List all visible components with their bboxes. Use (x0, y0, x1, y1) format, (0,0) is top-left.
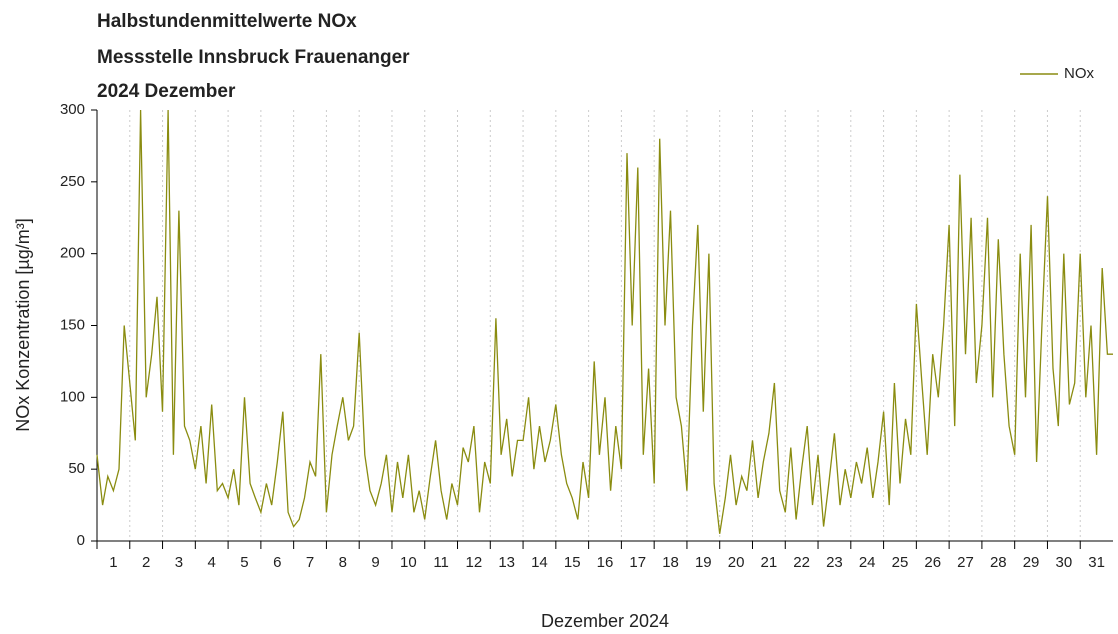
y-tick-label: 0 (77, 532, 85, 549)
y-axis-label: NOx Konzentration [µg/m³] (13, 218, 33, 431)
x-tick-label: 20 (728, 554, 745, 571)
y-tick-label: 300 (60, 101, 85, 118)
y-tick-label: 100 (60, 388, 85, 405)
x-tick-label: 22 (793, 554, 810, 571)
legend-label: NOx (1064, 65, 1095, 82)
x-tick-label: 15 (564, 554, 581, 571)
x-tick-label: 31 (1088, 554, 1105, 571)
x-tick-label: 5 (240, 554, 248, 571)
x-tick-label: 7 (306, 554, 314, 571)
x-tick-label: 13 (498, 554, 515, 571)
y-tick-label: 200 (60, 245, 85, 262)
x-tick-label: 17 (629, 554, 646, 571)
x-tick-label: 28 (990, 554, 1007, 571)
x-tick-label: 27 (957, 554, 974, 571)
x-tick-label: 24 (859, 554, 876, 571)
x-tick-label: 21 (761, 554, 778, 571)
x-tick-label: 30 (1055, 554, 1072, 571)
x-tick-label: 4 (208, 554, 216, 571)
x-tick-label: 25 (892, 554, 909, 571)
x-tick-label: 9 (371, 554, 379, 571)
x-axis-label: Dezember 2024 (541, 611, 669, 631)
x-tick-label: 10 (400, 554, 417, 571)
x-tick-label: 26 (924, 554, 941, 571)
chart-subtitle: 2024 Dezember (97, 81, 236, 102)
x-tick-label: 19 (695, 554, 712, 571)
chart-title: Halbstundenmittelwerte NOx (97, 11, 357, 32)
x-tick-label: 6 (273, 554, 281, 571)
x-tick-label: 3 (175, 554, 183, 571)
x-tick-label: 18 (662, 554, 679, 571)
y-tick-label: 250 (60, 173, 85, 190)
data-line (96, 109, 1113, 534)
x-tick-label: 29 (1023, 554, 1040, 571)
y-tick-label: 150 (60, 316, 85, 333)
chart-subtitle: Messstelle Innsbruck Frauenanger (97, 47, 410, 68)
y-tick-label: 50 (68, 460, 85, 477)
x-tick-label: 1 (109, 554, 117, 571)
x-tick-label: 2 (142, 554, 150, 571)
x-tick-label: 8 (339, 554, 347, 571)
x-tick-label: 23 (826, 554, 843, 571)
x-tick-label: 16 (597, 554, 614, 571)
x-tick-label: 14 (531, 554, 548, 571)
x-tick-label: 12 (466, 554, 483, 571)
x-tick-label: 11 (433, 554, 449, 571)
